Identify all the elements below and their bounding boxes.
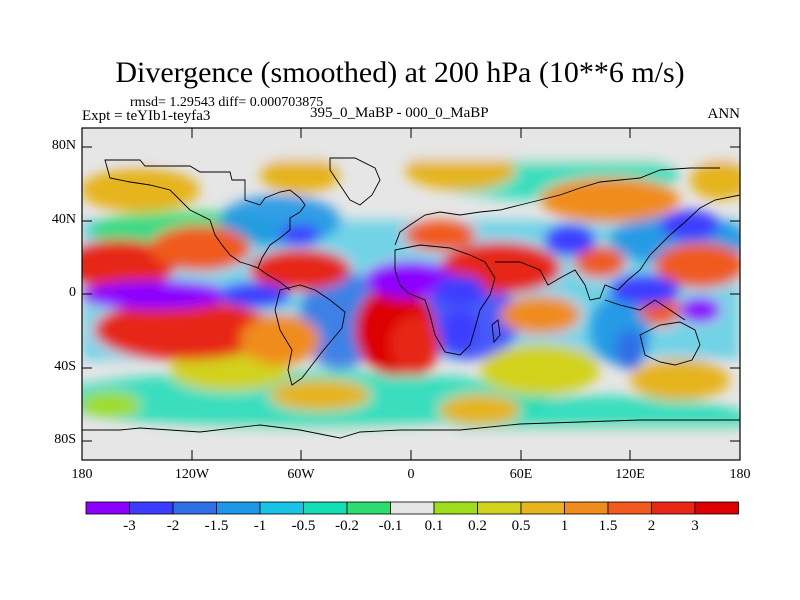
divergence-field xyxy=(82,128,740,460)
colorbar-box xyxy=(85,501,130,515)
colorbar-box xyxy=(477,501,522,515)
north-america-outline xyxy=(104,159,306,269)
lon-label-120e: 120E xyxy=(615,467,645,482)
colorbar-box xyxy=(303,501,348,515)
colorbar-label: 0.5 xyxy=(511,518,531,534)
lon-label-0: 0 xyxy=(407,467,415,482)
colorbar-box xyxy=(390,501,435,515)
antarctica-outline xyxy=(82,419,740,439)
lat-label-80s: 80S xyxy=(54,432,76,447)
colorbar-label: -0.5 xyxy=(291,518,316,534)
colorbar-label: 0.1 xyxy=(424,518,444,534)
australia-outline xyxy=(639,321,701,366)
south-america-outline xyxy=(274,284,346,386)
lon-label-60e: 60E xyxy=(509,467,533,482)
colorbar-label: -0.1 xyxy=(378,518,403,534)
colorbar-label: 0.2 xyxy=(468,518,487,534)
europe-outline xyxy=(394,167,720,246)
colorbar-box xyxy=(520,501,565,515)
lat-label-40n: 40N xyxy=(51,212,76,227)
africa-outline xyxy=(394,244,496,356)
period-label: ANN xyxy=(707,106,741,122)
colorbar-label: 1 xyxy=(560,518,569,534)
lon-label-180w: 180 xyxy=(71,467,93,482)
axis-ticks xyxy=(82,128,740,460)
colorbar-box xyxy=(651,501,696,515)
lon-label-180e: 180 xyxy=(729,467,751,482)
lat-label-80n: 80N xyxy=(51,138,76,153)
lon-label-60w: 60W xyxy=(287,467,315,482)
colorbar-box xyxy=(172,501,217,515)
colorbar-label: 3 xyxy=(691,518,699,534)
chart-title: Divergence (smoothed) at 200 hPa (10**6 … xyxy=(115,56,685,89)
colorbar-label: 2 xyxy=(647,518,656,534)
madagascar-outline xyxy=(491,319,501,344)
colorbar-box xyxy=(129,501,174,515)
colorbar-label: -0.2 xyxy=(335,518,359,534)
comparison-label: 395_0_MaBP - 000_0_MaBP xyxy=(310,105,489,121)
colorbar-label: 1.5 xyxy=(598,518,618,534)
colorbar-box xyxy=(346,501,391,515)
lat-label-40s: 40S xyxy=(54,359,76,374)
colorbar-label: -1.5 xyxy=(204,518,229,534)
colorbar-label: -3 xyxy=(123,518,136,534)
colorbar-box xyxy=(259,501,304,515)
central-america-outline xyxy=(257,267,291,291)
maritime-asia-outline xyxy=(604,299,686,321)
colorbar-label: -1 xyxy=(253,518,267,534)
colorbar-label: -2 xyxy=(166,518,180,534)
colorbar-box xyxy=(216,501,261,515)
greenland-outline xyxy=(329,157,381,206)
colorbar-box xyxy=(694,501,739,515)
lat-label-eq: 0 xyxy=(69,285,76,300)
coastlines xyxy=(82,157,740,439)
colorbar-box xyxy=(564,501,609,515)
colorbar-box xyxy=(433,501,478,515)
colorbar xyxy=(85,501,739,515)
lon-label-120w: 120W xyxy=(174,467,210,482)
colorbar-box xyxy=(607,501,652,515)
arabia-india-outline xyxy=(495,261,619,301)
asia-east-outline xyxy=(617,194,740,291)
stats-line: rmsd= 1.29543 diff= 0.000703875 xyxy=(130,95,324,110)
experiment-label: Expt = teYIb1-teyfa3 xyxy=(82,108,211,124)
